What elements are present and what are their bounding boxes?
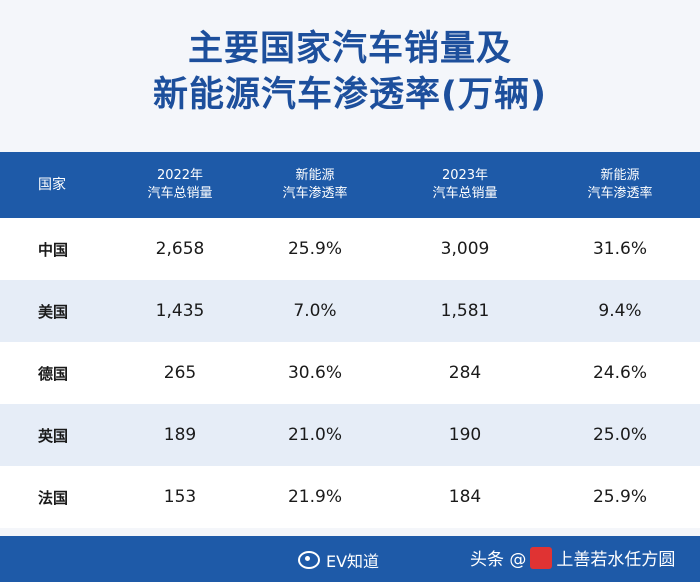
- table-row: 英国 189 21.0% 190 25.0%: [0, 404, 700, 466]
- cell-country: 法国: [38, 488, 69, 507]
- cell-2022-penetration: 21.0%: [287, 425, 342, 445]
- cell-2023-penetration: 9.4%: [598, 301, 642, 321]
- cell-2023-sales: 190: [448, 425, 482, 445]
- toutiao-account: 上善若水任方圆: [556, 550, 676, 570]
- cell-2023-sales: 1,581: [440, 301, 490, 321]
- cell-2022-penetration: 25.9%: [287, 239, 342, 259]
- avatar-icon: [530, 546, 553, 569]
- cell-2023-sales: 3,009: [440, 239, 490, 259]
- chart-title: 主要国家汽车销量及 新能源汽车渗透率(万辆): [0, 26, 700, 118]
- title-line-2: 新能源汽车渗透率(万辆): [153, 75, 547, 115]
- table-row: 德国 265 30.6% 284 24.6%: [0, 342, 700, 404]
- cell-2023-penetration: 31.6%: [592, 239, 647, 259]
- header-2022-sales: 2022年 汽车总销量: [147, 168, 213, 201]
- cell-2022-penetration: 21.9%: [287, 487, 342, 507]
- table-row: 中国 2,658 25.9% 3,009 31.6%: [0, 218, 700, 280]
- cell-country: 英国: [38, 426, 69, 445]
- header-country: 国家: [38, 177, 66, 193]
- cell-2023-sales: 284: [448, 363, 482, 383]
- cell-2022-sales: 153: [163, 487, 197, 507]
- header-2023-sales: 2023年 汽车总销量: [432, 168, 498, 201]
- table-header: 国家 2022年 汽车总销量 新能源 汽车渗透率 2023年 汽车总销量 新能源…: [0, 152, 700, 218]
- cell-2022-sales: 265: [163, 363, 197, 383]
- cell-2022-penetration: 30.6%: [287, 363, 342, 383]
- cell-2022-sales: 2,658: [155, 239, 205, 259]
- cell-2023-penetration: 25.9%: [592, 487, 647, 507]
- table-row: 法国 153 21.9% 184 25.9%: [0, 466, 700, 528]
- footer-bar: [0, 536, 700, 582]
- cell-2022-sales: 189: [163, 425, 197, 445]
- cell-country: 美国: [38, 302, 69, 321]
- header-2022-penetration: 新能源 汽车渗透率: [282, 168, 348, 201]
- cell-country: 中国: [38, 240, 69, 259]
- cell-2023-penetration: 24.6%: [592, 363, 647, 383]
- footer-divider: [0, 530, 700, 536]
- toutiao-watermark: 头条 @ 上善若水任方圆: [470, 545, 675, 570]
- weibo-watermark: EV知道: [298, 548, 379, 572]
- cell-2022-penetration: 7.0%: [293, 301, 337, 321]
- cell-country: 德国: [38, 364, 69, 383]
- toutiao-label: 头条 @: [470, 550, 527, 570]
- cell-2023-penetration: 25.0%: [592, 425, 647, 445]
- cell-2023-sales: 184: [448, 487, 482, 507]
- table-row: 美国 1,435 7.0% 1,581 9.4%: [0, 280, 700, 342]
- cell-2022-sales: 1,435: [155, 301, 205, 321]
- weibo-label: EV知道: [326, 552, 380, 571]
- header-2023-penetration: 新能源 汽车渗透率: [587, 168, 653, 201]
- weibo-icon: [298, 551, 320, 569]
- title-line-1: 主要国家汽车销量及: [187, 29, 512, 69]
- sales-table: 国家 2022年 汽车总销量 新能源 汽车渗透率 2023年 汽车总销量 新能源…: [0, 152, 700, 528]
